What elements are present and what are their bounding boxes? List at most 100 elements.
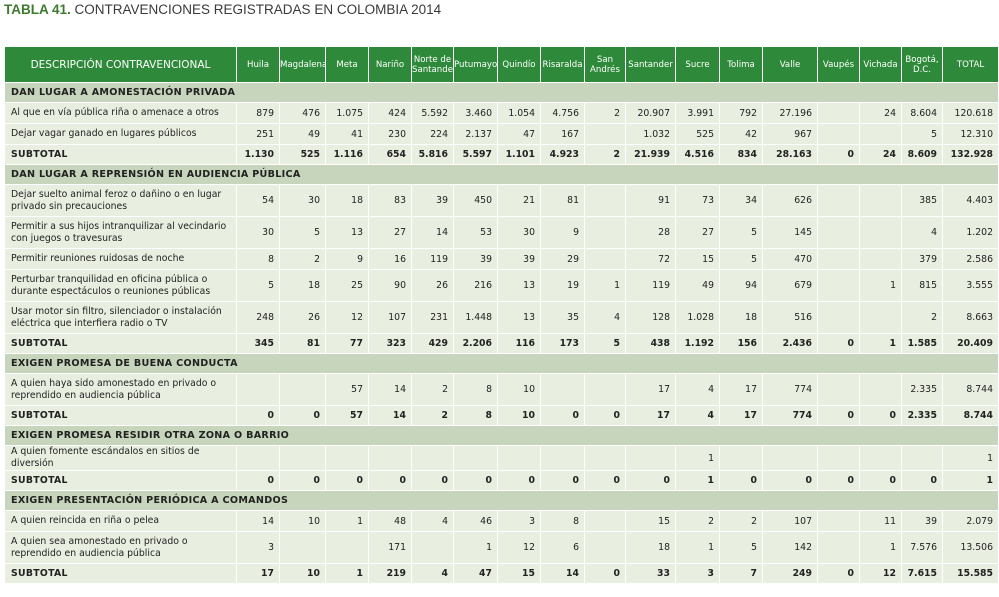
value-cell: 73 <box>675 184 720 217</box>
value-cell: 30 <box>497 216 541 249</box>
section-title: EXIGEN PRESENTACIÓN PERIÓDICA A COMANDOS <box>4 490 999 511</box>
value-cell: 4 <box>675 373 720 406</box>
subtotal-cell: 33 <box>625 563 676 584</box>
subtotal-cell: 17 <box>625 405 676 426</box>
value-cell: 1 <box>942 445 999 471</box>
value-cell: 119 <box>625 269 676 302</box>
subtotal-cell: 156 <box>719 333 763 354</box>
value-cell: 4 <box>411 510 454 532</box>
value-cell: 2 <box>719 510 763 532</box>
value-cell: 5.592 <box>411 102 454 124</box>
subtotal-cell: 12 <box>859 563 902 584</box>
value-cell: 2 <box>584 102 626 124</box>
subtotal-cell: 249 <box>762 563 818 584</box>
value-cell <box>584 248 626 270</box>
value-cell: 1 <box>584 269 626 302</box>
value-cell: 39 <box>453 248 498 270</box>
subtotal-cell: 2.436 <box>762 333 818 354</box>
value-cell: 12 <box>497 531 541 564</box>
value-cell: 81 <box>540 184 585 217</box>
column-header: Santander <box>625 46 676 83</box>
column-header: Quindío <box>497 46 541 83</box>
column-header: Vaupés <box>817 46 860 83</box>
value-cell: 476 <box>279 102 326 124</box>
subtotal-cell: 4 <box>411 563 454 584</box>
value-cell: 145 <box>762 216 818 249</box>
value-cell <box>817 445 860 471</box>
value-cell <box>859 123 902 145</box>
value-cell: 8.744 <box>942 373 999 406</box>
section-header-row: EXIGEN PROMESA RESIDIR OTRA ZONA O BARRI… <box>4 425 999 446</box>
value-cell: 5 <box>279 216 326 249</box>
value-cell: 142 <box>762 531 818 564</box>
column-header: Huila <box>236 46 280 83</box>
subtotal-cell: 774 <box>762 405 818 426</box>
value-cell: 15 <box>675 248 720 270</box>
value-cell: 5 <box>236 269 280 302</box>
subtotal-cell: 0 <box>817 405 860 426</box>
value-cell: 21 <box>497 184 541 217</box>
value-cell: 49 <box>279 123 326 145</box>
subtotal-cell: 0 <box>584 405 626 426</box>
row-label: Dejar suelto animal feroz o dañino o en … <box>4 184 237 217</box>
subtotal-cell: 0 <box>236 470 280 491</box>
value-cell: 30 <box>236 216 280 249</box>
subtotal-cell: 8.609 <box>901 144 943 165</box>
section-header-row: EXIGEN PROMESA DE BUENA CONDUCTA <box>4 353 999 374</box>
row-label: A quien sea amonestado en privado o repr… <box>4 531 237 564</box>
value-cell <box>859 184 902 217</box>
subtotal-cell: 20.409 <box>942 333 999 354</box>
subtotal-cell: 1 <box>942 470 999 491</box>
value-cell: 91 <box>625 184 676 217</box>
column-header: Risaralda <box>540 46 585 83</box>
value-cell: 4 <box>584 301 626 334</box>
subtotal-cell: 5 <box>584 333 626 354</box>
section-header-row: EXIGEN PRESENTACIÓN PERIÓDICA A COMANDOS <box>4 490 999 511</box>
subtotal-cell: 438 <box>625 333 676 354</box>
value-cell: 24 <box>859 102 902 124</box>
value-cell <box>859 248 902 270</box>
value-cell: 35 <box>540 301 585 334</box>
value-cell: 128 <box>625 301 676 334</box>
subtotal-cell: 0 <box>625 470 676 491</box>
subtotal-cell: 323 <box>368 333 412 354</box>
subtotal-cell: 1 <box>859 333 902 354</box>
value-cell: 626 <box>762 184 818 217</box>
value-cell <box>497 445 541 471</box>
value-cell: 2 <box>279 248 326 270</box>
subtotal-cell: 0 <box>279 470 326 491</box>
value-cell: 967 <box>762 123 818 145</box>
subtotal-cell: 10 <box>279 563 326 584</box>
value-cell: 94 <box>719 269 763 302</box>
table-row: Al que en vía pública riña o amenace a o… <box>4 102 999 124</box>
subtotal-cell: 0 <box>411 470 454 491</box>
subtotal-cell: 0 <box>719 470 763 491</box>
subtotal-cell: 219 <box>368 563 412 584</box>
subtotal-cell: 0 <box>453 470 498 491</box>
value-cell: 7.576 <box>901 531 943 564</box>
column-header: Nariño <box>368 46 412 83</box>
column-header: San Andrés <box>584 46 626 83</box>
value-cell: 2.335 <box>901 373 943 406</box>
section-header-row: DAN LUGAR A REPRENSIÓN EN AUDIENCIA PÚBL… <box>4 164 999 185</box>
value-cell: 251 <box>236 123 280 145</box>
value-cell: 18 <box>325 184 369 217</box>
value-cell <box>859 445 902 471</box>
column-header: Magdalena <box>279 46 326 83</box>
subtotal-cell: 1.192 <box>675 333 720 354</box>
row-label: A quien reincida en riña o pelea <box>4 510 237 532</box>
value-cell <box>817 510 860 532</box>
value-cell: 12.310 <box>942 123 999 145</box>
subtotal-cell: 1.585 <box>901 333 943 354</box>
subtotal-cell: 0 <box>817 470 860 491</box>
value-cell <box>584 531 626 564</box>
table-row: A quien fomente escándalos en sitios de … <box>4 445 999 471</box>
value-cell: 107 <box>368 301 412 334</box>
value-cell <box>279 373 326 406</box>
value-cell: 167 <box>540 123 585 145</box>
row-label: Permitir a sus hijos intranquilizar al v… <box>4 216 237 249</box>
table-row: Dejar vagar ganado en lugares públicos 25… <box>4 123 999 145</box>
value-cell: 1 <box>859 269 902 302</box>
value-cell <box>817 123 860 145</box>
subtotal-cell: 14 <box>540 563 585 584</box>
